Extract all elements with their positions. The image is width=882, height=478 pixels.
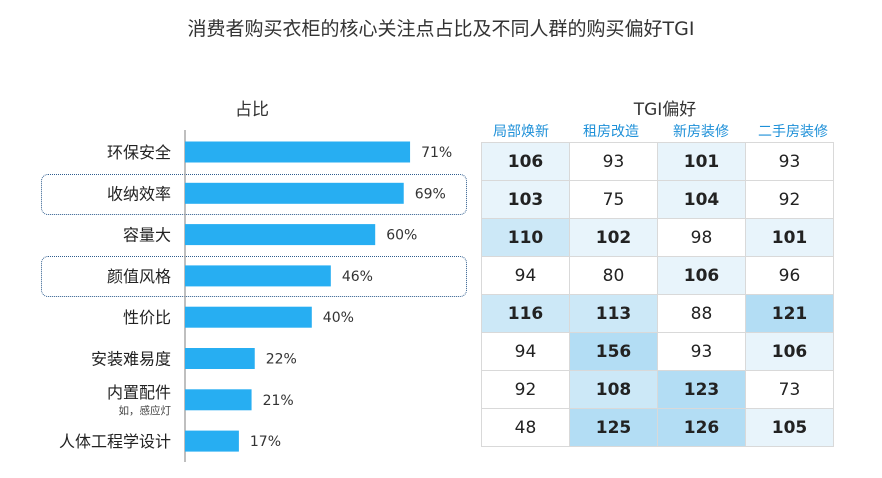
value-label: 40% — [323, 310, 354, 326]
tgi-cell: 93 — [569, 142, 658, 181]
tgi-cell: 106 — [745, 332, 834, 371]
bar — [185, 430, 239, 452]
tgi-cell: 156 — [569, 332, 658, 371]
tgi-panel-title: TGI偏好 — [633, 100, 697, 120]
tgi-cell: 113 — [569, 294, 658, 333]
table-row: 48 125 126 105 — [481, 408, 834, 447]
tgi-cell: 75 — [569, 180, 658, 219]
category-label: 人体工程学设计 — [59, 432, 171, 451]
bar-panel-title: 占比 — [235, 100, 269, 120]
table-row: 92 108 123 73 — [481, 370, 834, 409]
tgi-cell: 126 — [657, 408, 746, 447]
tgi-cell: 106 — [481, 142, 570, 181]
table-row: 94 156 93 106 — [481, 332, 834, 371]
chart-title: 消费者购买衣柜的核心关注点占比及不同人群的购买偏好TGI — [187, 18, 695, 40]
tgi-cell: 94 — [481, 256, 570, 295]
highlight-box-storage — [41, 174, 467, 215]
tgi-cell: 48 — [481, 408, 570, 447]
bar — [185, 224, 376, 246]
tgi-cell: 104 — [657, 180, 746, 219]
table-row: 94 80 106 96 — [481, 256, 834, 295]
value-label: 22% — [266, 352, 297, 368]
tgi-cell: 123 — [657, 370, 746, 409]
tgi-cell: 73 — [745, 370, 834, 409]
tgi-cell: 96 — [745, 256, 834, 295]
category-label: 内置配件 — [107, 383, 171, 402]
value-label: 71% — [421, 145, 452, 161]
tgi-table: 106 93 101 93 103 75 104 92 110 102 98 101 94 80 106 96… — [481, 142, 834, 447]
bar — [185, 306, 312, 328]
tgi-column-header: 二手房装修 — [758, 124, 828, 140]
tgi-cell: 121 — [745, 294, 834, 333]
category-note: 如，感应灯 — [119, 404, 172, 417]
category-label: 安装难易度 — [91, 350, 171, 369]
tgi-cell: 125 — [569, 408, 658, 447]
tgi-cell: 93 — [745, 142, 834, 181]
tgi-cell: 92 — [481, 370, 570, 409]
value-label: 69% — [415, 186, 446, 202]
bar — [185, 182, 404, 204]
tgi-cell: 93 — [657, 332, 746, 371]
tgi-cell: 106 — [657, 256, 746, 295]
highlight-box-style — [41, 256, 467, 297]
value-label: 21% — [263, 393, 294, 409]
category-label: 颜值风格 — [107, 267, 171, 286]
tgi-cell: 88 — [657, 294, 746, 333]
tgi-cell: 98 — [657, 218, 746, 257]
category-label: 收纳效率 — [107, 184, 171, 203]
tgi-column-header: 局部焕新 — [493, 124, 549, 140]
value-label: 60% — [386, 228, 417, 244]
category-label: 容量大 — [123, 226, 171, 245]
tgi-cell: 110 — [481, 218, 570, 257]
tgi-cell: 92 — [745, 180, 834, 219]
tgi-cell: 80 — [569, 256, 658, 295]
category-label: 环保安全 — [107, 143, 171, 162]
tgi-cell: 105 — [745, 408, 834, 447]
tgi-column-header: 新房装修 — [673, 124, 729, 140]
category-label: 性价比 — [123, 308, 171, 327]
tgi-column-header: 租房改造 — [583, 124, 639, 140]
table-row: 106 93 101 93 — [481, 142, 834, 181]
value-label: 17% — [250, 434, 281, 450]
table-row: 103 75 104 92 — [481, 180, 834, 219]
tgi-cell: 108 — [569, 370, 658, 409]
bar — [185, 389, 252, 411]
bar — [185, 348, 255, 369]
bar — [185, 265, 331, 287]
tgi-cell: 103 — [481, 180, 570, 219]
tgi-cell: 116 — [481, 294, 570, 333]
table-row: 110 102 98 101 — [481, 218, 834, 257]
table-row: 116 113 88 121 — [481, 294, 834, 333]
tgi-cell: 101 — [745, 218, 834, 257]
tgi-cell: 94 — [481, 332, 570, 371]
tgi-cell: 101 — [657, 142, 746, 181]
tgi-cell: 102 — [569, 218, 658, 257]
value-label: 46% — [342, 269, 373, 285]
bar — [185, 141, 411, 163]
